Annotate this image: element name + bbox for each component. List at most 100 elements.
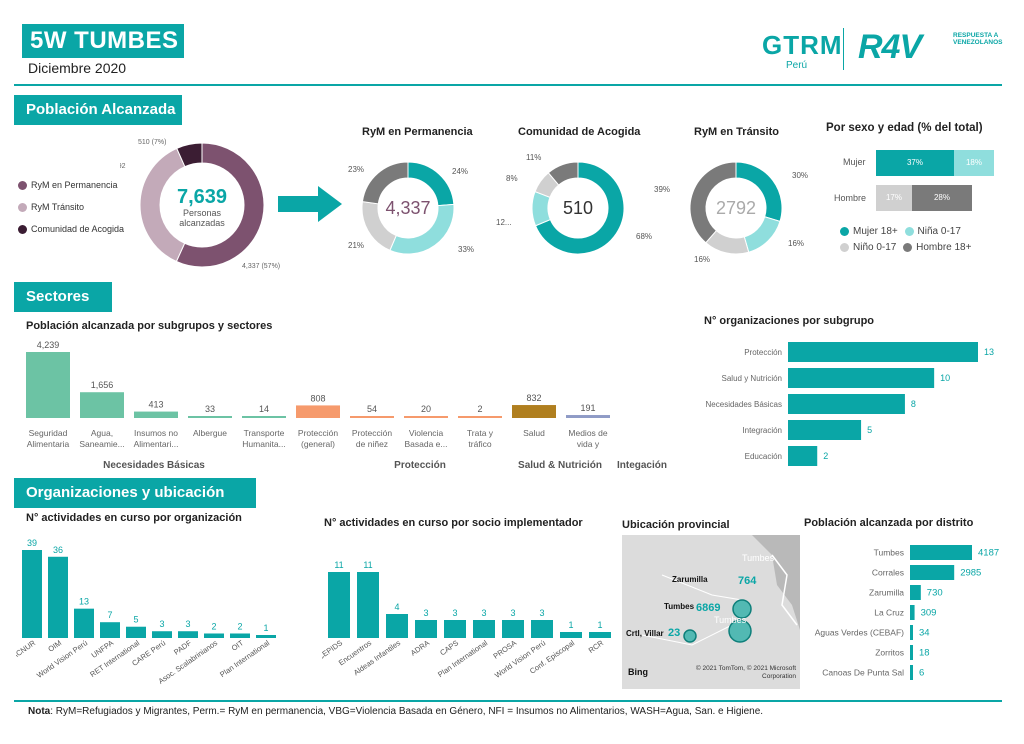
hbar-category-label: Necesidades Básicas	[706, 400, 782, 409]
legend-mujer-18: Mujer 18+	[853, 226, 898, 237]
map-label-tumbes: Tumbes	[664, 602, 695, 611]
vbar-value: 11	[334, 560, 343, 570]
sub-donut-label: 68%	[636, 232, 652, 241]
socio-chart-title: N° actividades en curso por socio implem…	[324, 517, 583, 529]
province-map[interactable]: Tumbes Tumbes Zarumilla 764 Tumbes 6869 …	[622, 535, 800, 689]
sub-donut-title-permanencia: RyM en Permanencia	[362, 126, 473, 138]
vbar	[22, 550, 42, 638]
hbar-value: 8	[911, 399, 916, 409]
vbar-category-label: Plan International	[218, 638, 271, 679]
sector-category-label: Transporte	[244, 428, 285, 438]
distrito-bar-chart: Tumbes 4187 Corrales 2985 Zarumilla 730 La Cru…	[815, 545, 999, 680]
legend-swatch-permanencia	[18, 181, 27, 191]
hbar-value: 309	[921, 608, 937, 619]
subgrupo-bar-chart: Protección 13 Salud y Nutrición 10 Necesidad…	[706, 342, 994, 466]
hbar-category-label: Corrales	[872, 568, 904, 578]
sector-bar-value: 191	[580, 403, 595, 413]
hbar-value: 4187	[978, 548, 999, 559]
hbar	[910, 565, 955, 580]
map-value-villar: 23	[668, 627, 681, 639]
sector-bar-value: 413	[148, 400, 163, 410]
sector-bar	[188, 416, 232, 418]
hbar-category-label: Zarumilla	[869, 588, 904, 598]
hbar	[910, 625, 913, 640]
footer-divider	[14, 700, 1002, 702]
main-donut-label-permanencia: 4,337 (57%)	[242, 263, 280, 270]
sector-group-label: Salud & Nutrición	[518, 460, 602, 471]
map-value-zarumilla: 764	[738, 575, 757, 587]
sub-donut-label: 16%	[694, 255, 710, 264]
sector-group-label: Protección	[394, 460, 446, 471]
sector-category-label: (general)	[301, 439, 335, 449]
map-title: Ubicación provincial	[622, 519, 730, 531]
legend-nina: Niña 0-17	[917, 226, 961, 237]
sub-donut-center-comunidad: 510	[563, 198, 593, 218]
vbar-value: 1	[263, 623, 268, 633]
sector-bar-value: 20	[421, 404, 431, 414]
hbar	[788, 368, 935, 388]
vbar	[473, 620, 495, 638]
vbar	[100, 622, 120, 638]
vbar	[230, 633, 250, 638]
vbar-category-label: ACNUR	[16, 638, 38, 661]
sector-category-label: de niñez	[356, 439, 388, 449]
sector-bar-value: 1,656	[91, 380, 114, 390]
sector-bar-value: 832	[526, 393, 541, 403]
sector-category-label: Alimentaria	[27, 439, 70, 449]
legend-swatch	[840, 242, 849, 252]
vbar-value: 13	[79, 597, 89, 607]
hbar	[910, 545, 972, 560]
hbar-category-label: Aguas Verdes (CEBAF)	[815, 628, 904, 638]
sub-donut-label: 21%	[348, 241, 364, 250]
subgrupo-chart-title: N° organizaciones por subgrupo	[704, 315, 875, 327]
sector-category-label: Saneamie...	[79, 439, 124, 449]
sector-bar	[404, 416, 448, 418]
footer-note: Nota: RyM=Refugiados y Migrantes, Perm.=…	[28, 706, 763, 717]
sexo-bar-nino: 17%	[876, 185, 912, 211]
legend-transito: RyM Tránsito	[31, 202, 85, 213]
sub-donut-comunidad: 510 68% 12... 8% 11%	[496, 153, 652, 255]
vbar	[502, 620, 524, 638]
section-organizaciones: Organizaciones y ubicación	[14, 478, 256, 508]
sector-bar	[242, 416, 286, 418]
hbar-value: 2985	[960, 568, 981, 579]
vbar-category-label: World Vision Perú	[493, 638, 547, 680]
legend-permanencia: RyM en Permanencia	[31, 180, 118, 190]
vbar-value: 3	[510, 608, 515, 618]
sexo-bar-mujer-18: 37%	[876, 150, 954, 176]
section-sectores: Sectores	[14, 282, 112, 312]
legend-hombre-18: Hombre 18+	[916, 242, 972, 253]
sexo-edad-row-label: Mujer	[843, 157, 866, 167]
hbar	[788, 446, 818, 466]
sub-donut-label: 39%	[654, 185, 670, 194]
sector-category-label: Albergue	[193, 428, 227, 438]
vbar	[386, 614, 408, 638]
sub-donut-label: 8%	[506, 174, 518, 183]
vbar-value: 39	[27, 538, 37, 548]
r4v-logo-text: RESPUESTA A VENEZOLANOS	[953, 32, 1003, 46]
vbar-value: 3	[452, 608, 457, 618]
hbar-category-label: Tumbes	[874, 548, 904, 558]
vbar-value: 1	[597, 620, 602, 630]
sector-category-label: Violencia	[409, 428, 444, 438]
sector-group-label: Integación	[617, 460, 667, 471]
hbar	[910, 665, 913, 680]
map-shapes	[622, 535, 800, 689]
hbar-category-label: Zorritos	[875, 648, 904, 658]
sub-donut-center-permanencia: 4,337	[385, 198, 430, 218]
vbar	[256, 635, 276, 638]
vbar	[152, 631, 172, 638]
vbar	[48, 556, 68, 638]
r4v-logo: R4V	[858, 28, 922, 66]
vbar-value: 2	[211, 621, 216, 631]
legend-nino: Niño 0-17	[853, 242, 897, 253]
vbar-value: 2	[237, 621, 242, 631]
distrito-chart-title: Población alcanzada por distrito	[804, 517, 974, 529]
hbar	[910, 645, 913, 660]
vbar	[204, 633, 224, 638]
map-label-zarumilla: Zarumilla	[672, 575, 708, 584]
vbar-value: 3	[539, 608, 544, 618]
sub-donut-label: 24%	[452, 167, 468, 176]
